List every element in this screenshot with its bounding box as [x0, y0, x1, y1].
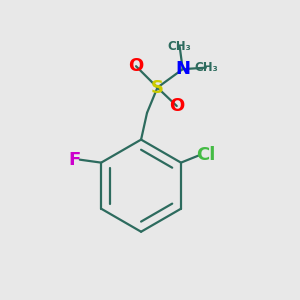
- Text: O: O: [169, 97, 184, 115]
- Text: CH₃: CH₃: [168, 40, 192, 53]
- Text: CH₃: CH₃: [194, 61, 218, 74]
- Text: O: O: [128, 57, 144, 75]
- Text: F: F: [68, 151, 81, 169]
- Text: Cl: Cl: [196, 146, 216, 164]
- Text: S: S: [151, 79, 164, 97]
- Text: N: N: [175, 60, 190, 78]
